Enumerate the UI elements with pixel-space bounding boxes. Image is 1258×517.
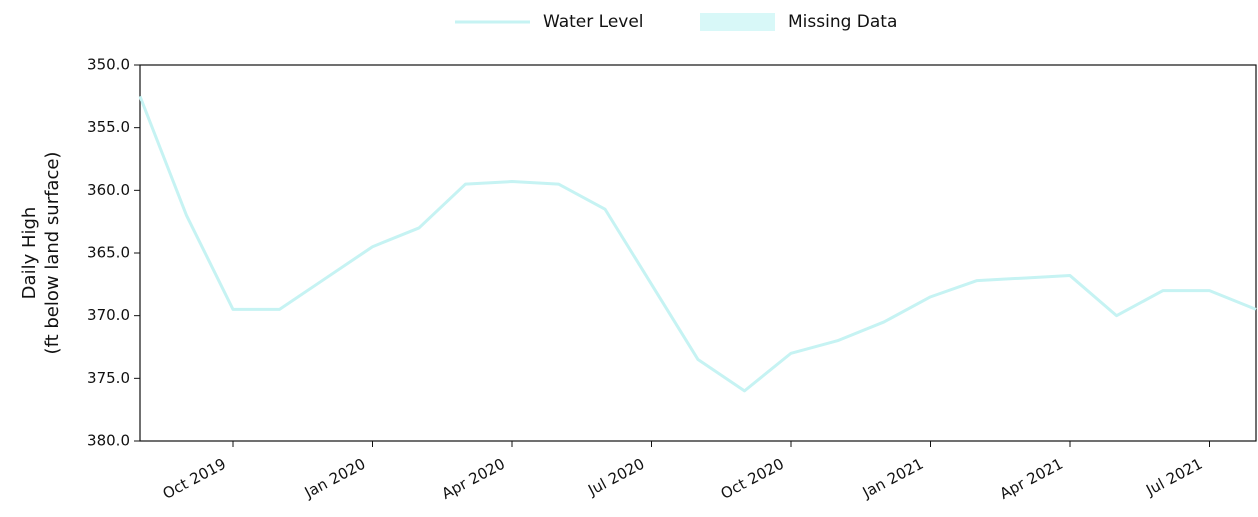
legend-label: Water Level bbox=[543, 12, 644, 32]
y-axis-label: (ft below land surface) bbox=[42, 152, 63, 355]
y-axis-label: Daily High bbox=[19, 207, 40, 300]
y-tick-label: 380.0 bbox=[87, 432, 130, 450]
y-tick-label: 350.0 bbox=[87, 56, 130, 74]
water-level-line bbox=[138, 95, 1257, 393]
x-tick-label: Oct 2019 bbox=[160, 455, 229, 503]
y-tick-label: 365.0 bbox=[87, 244, 130, 262]
y-tick-label: 360.0 bbox=[87, 181, 130, 199]
plot-frame bbox=[139, 64, 1257, 442]
legend-label: Missing Data bbox=[788, 12, 897, 32]
x-tick-label: Jan 2021 bbox=[859, 455, 927, 502]
x-tick-label: Apr 2021 bbox=[997, 455, 1066, 503]
y-tick-label: 375.0 bbox=[87, 369, 130, 387]
x-tick-label: Jan 2020 bbox=[301, 455, 369, 502]
x-tick-label: Jul 2020 bbox=[584, 455, 647, 500]
y-tick-label: 370.0 bbox=[87, 306, 130, 324]
legend-patch bbox=[700, 13, 775, 31]
y-tick-label: 355.0 bbox=[87, 118, 130, 136]
x-tick-label: Apr 2020 bbox=[439, 455, 508, 503]
x-tick-label: Oct 2020 bbox=[718, 455, 787, 503]
x-tick-label: Jul 2021 bbox=[1142, 455, 1205, 500]
